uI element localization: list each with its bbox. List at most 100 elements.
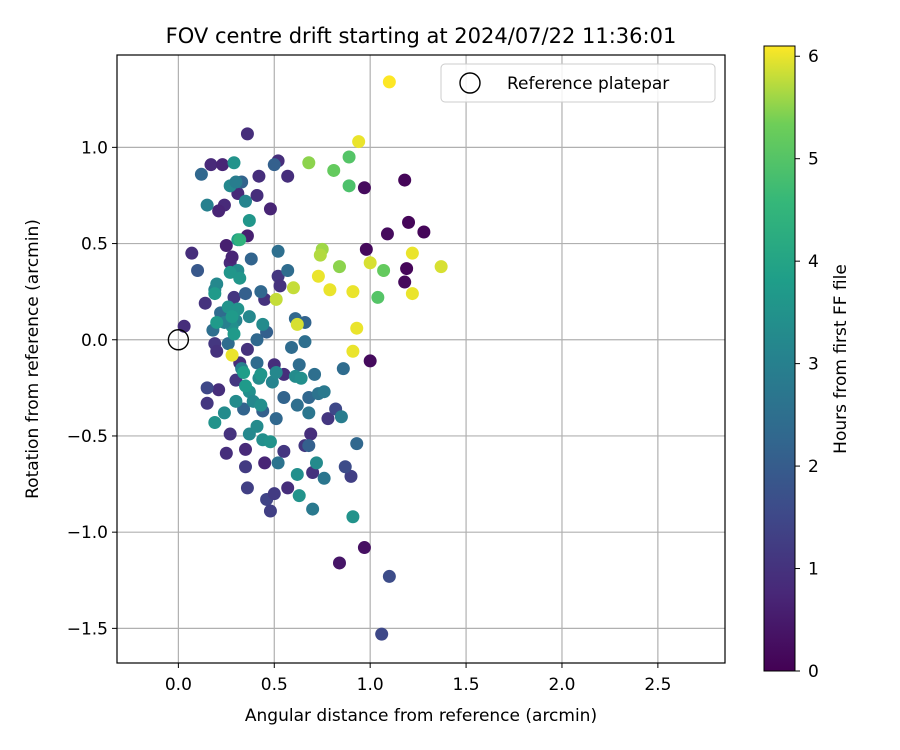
data-point [357,541,371,555]
data-point [240,342,254,356]
data-point [210,315,224,329]
x-tick-label: 2.0 [548,675,575,695]
data-point [398,275,412,289]
data-point [250,188,264,202]
data-point [285,340,299,354]
data-point [281,169,295,183]
data-point [269,292,283,306]
data-point [240,127,254,141]
data-point [342,150,356,164]
data-point [233,271,247,285]
data-point [267,158,281,172]
data-point [219,446,233,460]
data-point [398,173,412,187]
data-point [357,181,371,195]
data-point [200,198,214,212]
colorbar-label: Hours from first FF file [831,264,851,454]
data-point [267,487,281,501]
data-point [286,281,300,295]
data-point [338,460,352,474]
data-point [263,202,277,216]
y-axis-ticks: −1.5 −1.0 −0.5 0.0 0.5 1.0 [67,138,117,639]
data-point [200,381,214,395]
data-point [309,456,323,470]
data-point [212,383,226,397]
data-point [334,410,348,424]
data-point [290,317,304,331]
data-point [281,263,295,277]
data-point [417,225,431,239]
data-point [254,398,268,412]
data-point [346,344,360,358]
data-point [212,204,226,218]
data-point [352,135,366,149]
colorbar-tick-label: 0 [808,662,819,682]
colorbar-tick-label: 4 [808,252,819,272]
data-point [221,337,235,351]
reference-layer [167,329,190,351]
data-point [311,269,325,283]
colorbar-tick-label: 2 [808,457,819,477]
legend: Reference platepar [440,63,716,103]
y-axis-label: Rotation from reference (arcmin) [23,219,43,499]
data-point [402,215,416,229]
data-point [382,569,396,583]
data-point [254,285,268,299]
plot-frame [116,54,726,664]
data-point [263,435,277,449]
data-point [377,263,391,277]
data-point [229,394,243,408]
data-point [223,427,237,441]
data-point [208,415,222,429]
data-point [304,427,318,441]
plot-area: 0.0 0.5 1.0 1.5 2.0 2.5 −1.5 −1.0 −0.5 0.0 0.5 1.0 [67,54,726,695]
data-point [323,283,337,297]
data-point [371,290,385,304]
data-point [327,163,341,177]
x-tick-label: 2.5 [644,675,671,695]
data-point [254,367,268,381]
data-point [210,344,224,358]
colorbar-tick-label: 3 [808,355,819,375]
data-point [250,419,264,433]
data-point [350,437,364,451]
data-point [217,406,231,420]
data-point [219,238,233,252]
data-point [321,412,335,426]
data-point [317,471,331,485]
data-point [290,467,304,481]
data-point [240,481,254,495]
data-point [227,327,241,341]
x-tick-label: 1.5 [453,675,480,695]
data-point [200,396,214,410]
data-point [250,333,264,347]
data-point [269,365,283,379]
data-point [223,265,237,279]
data-point [263,504,277,518]
data-point [332,260,346,274]
data-point [342,179,356,193]
data-point [269,412,283,426]
data-point [281,481,295,495]
data-point [290,398,304,412]
data-point [363,354,377,368]
data-point [239,460,253,474]
data-point [237,365,251,379]
x-tick-label: 1.0 [357,675,384,695]
data-point [239,287,253,301]
colorbar-tick-label: 1 [808,560,819,580]
data-point [194,167,208,181]
data-point [239,442,253,456]
y-tick-label: −1.0 [67,523,108,543]
data-point [252,169,266,183]
data-point [225,250,239,264]
data-point [225,348,239,362]
data-point [380,227,394,241]
data-point [292,489,306,503]
data-point [298,335,312,349]
colorbar-gradient [763,45,796,672]
data-point [313,248,327,262]
data-point [256,317,270,331]
points-layer [177,75,448,641]
data-point [242,310,256,324]
